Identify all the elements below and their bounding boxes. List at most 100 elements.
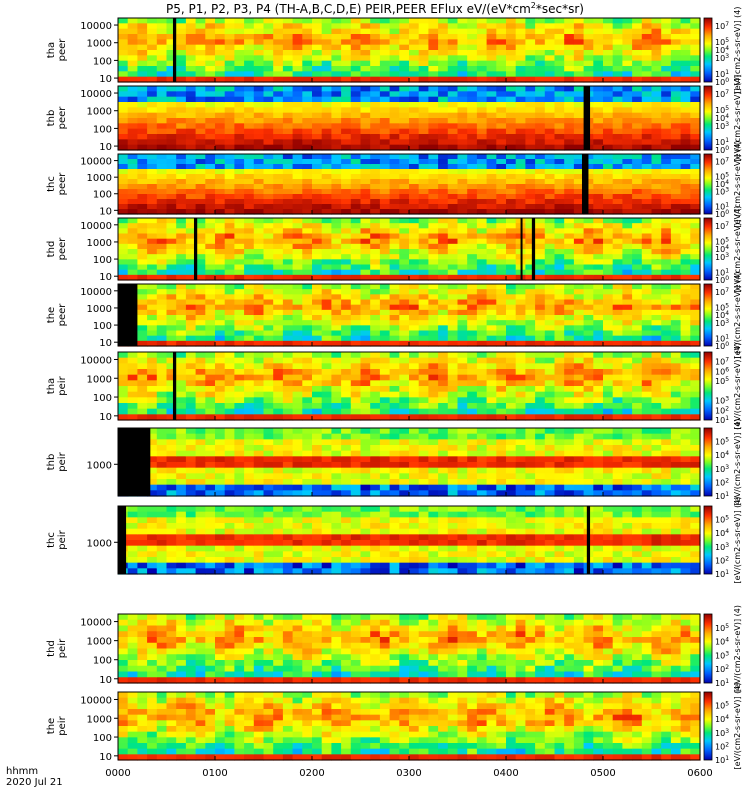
spectrogram-cell	[302, 164, 313, 170]
spectrogram-cell	[137, 403, 148, 410]
spectrogram-cell	[263, 71, 274, 78]
spectrogram-cell	[253, 128, 265, 135]
spectrogram-cell	[156, 479, 168, 486]
spectrogram-cell	[350, 66, 362, 72]
spectrogram-cell	[205, 315, 216, 321]
spectrogram-cell	[147, 456, 158, 463]
spectrogram-cell	[185, 309, 197, 316]
spectrogram-cell	[166, 473, 177, 480]
spectrogram-cell	[379, 386, 391, 393]
y-tick-label: 100	[93, 124, 112, 135]
spectrogram-cell	[544, 55, 556, 62]
spectrogram-cell	[535, 118, 546, 124]
spectrogram-cell	[360, 218, 371, 224]
spectrogram-cell	[360, 44, 371, 51]
spectrogram-cell	[486, 169, 497, 175]
spectrogram-cell	[399, 386, 410, 393]
spectrogram-cell	[195, 269, 206, 276]
spectrogram-cell	[573, 91, 585, 98]
spectrogram-cell	[389, 174, 400, 180]
colorbar-tick: 106	[715, 366, 729, 376]
spectrogram-cell	[341, 233, 352, 240]
spectrogram-cell	[370, 380, 381, 387]
spectrogram-cell	[360, 23, 371, 30]
spectrogram-cell	[670, 357, 682, 364]
spectrogram-cell	[331, 218, 342, 224]
spectrogram-cell	[341, 112, 352, 119]
spectrogram-cell	[593, 76, 604, 83]
spectrogram-cell	[185, 139, 197, 146]
spectrogram-cell	[312, 490, 323, 497]
spectrogram-cell	[350, 439, 362, 446]
spectrogram-cell	[641, 315, 653, 321]
spectrogram-cell	[651, 414, 662, 421]
spectrogram-cell	[273, 289, 284, 295]
spectrogram-cell	[321, 414, 332, 421]
spectrogram-cell	[282, 164, 294, 170]
spectrogram-cell	[651, 223, 662, 229]
spectrogram-cell	[612, 284, 623, 290]
spectrogram-cell	[360, 490, 371, 497]
spectrogram-cell	[263, 134, 274, 140]
spectrogram-cell	[176, 369, 187, 376]
spectrogram-cell	[554, 50, 565, 56]
spectrogram-cell	[535, 391, 546, 398]
spectrogram-cell	[282, 391, 294, 398]
spectrogram-cell	[156, 228, 168, 235]
spectrogram-cell	[185, 274, 197, 281]
spectrogram-cell	[515, 408, 526, 415]
spectrogram-cell	[195, 107, 206, 114]
spectrogram-cell	[515, 397, 526, 404]
spectrogram-cell	[147, 264, 158, 271]
spectrogram-cell	[156, 238, 168, 245]
spectrogram-cell	[370, 249, 381, 255]
spectrogram-cell	[205, 174, 216, 180]
spectrogram-cell	[651, 39, 662, 46]
spectrogram-cell	[147, 44, 158, 51]
spectrogram-cell	[282, 123, 294, 130]
spectrogram-cell	[496, 274, 507, 281]
spectrogram-cell	[166, 274, 177, 281]
spectrogram-cell	[447, 179, 459, 185]
spectrogram-cell	[215, 325, 226, 332]
spectrogram-cell	[234, 71, 245, 78]
spectrogram-cell	[457, 320, 468, 326]
spectrogram-cell	[690, 50, 701, 56]
spectrogram-cell	[447, 199, 459, 205]
spectrogram-cell	[176, 352, 187, 359]
spectrogram-cell	[341, 199, 352, 205]
spectrogram-cell	[690, 39, 701, 46]
spectrogram-cell	[544, 352, 556, 359]
spectrogram-cell	[176, 294, 187, 301]
spectrogram-cell	[215, 391, 226, 398]
spectrogram-cell	[622, 71, 633, 78]
spectrogram-cell	[525, 112, 536, 119]
spectrogram-cell	[350, 479, 362, 486]
spectrogram-cell	[593, 403, 604, 410]
spectrogram-cell	[253, 243, 265, 250]
spectrogram-cell	[476, 218, 488, 224]
spectrogram-cell	[564, 102, 575, 108]
spectrogram-cell	[205, 269, 216, 276]
spectrogram-cell	[661, 71, 672, 78]
spectrogram-cell	[593, 169, 604, 175]
spectrogram-cell	[176, 304, 187, 311]
spectrogram-cell	[389, 18, 400, 24]
spectrogram-cell	[428, 340, 439, 347]
spectrogram-cell	[603, 294, 614, 301]
spectrogram-cell	[670, 154, 682, 160]
spectrogram-cell	[244, 112, 255, 119]
spectrogram-cell	[312, 433, 323, 440]
spectrogram-cell	[360, 66, 371, 72]
spectrogram-cell	[215, 223, 226, 229]
spectrogram-cell	[544, 391, 556, 398]
spectrogram-cell	[292, 107, 303, 114]
spectrogram-cell	[321, 374, 332, 381]
spectrogram-cell	[564, 34, 575, 40]
spectrogram-cell	[292, 204, 303, 210]
spectrogram-cell	[234, 134, 245, 140]
spectrogram-cell	[166, 34, 177, 40]
spectrogram-cell	[273, 450, 284, 457]
spectrogram-cell	[370, 352, 381, 359]
spectrogram-cell	[457, 50, 468, 56]
